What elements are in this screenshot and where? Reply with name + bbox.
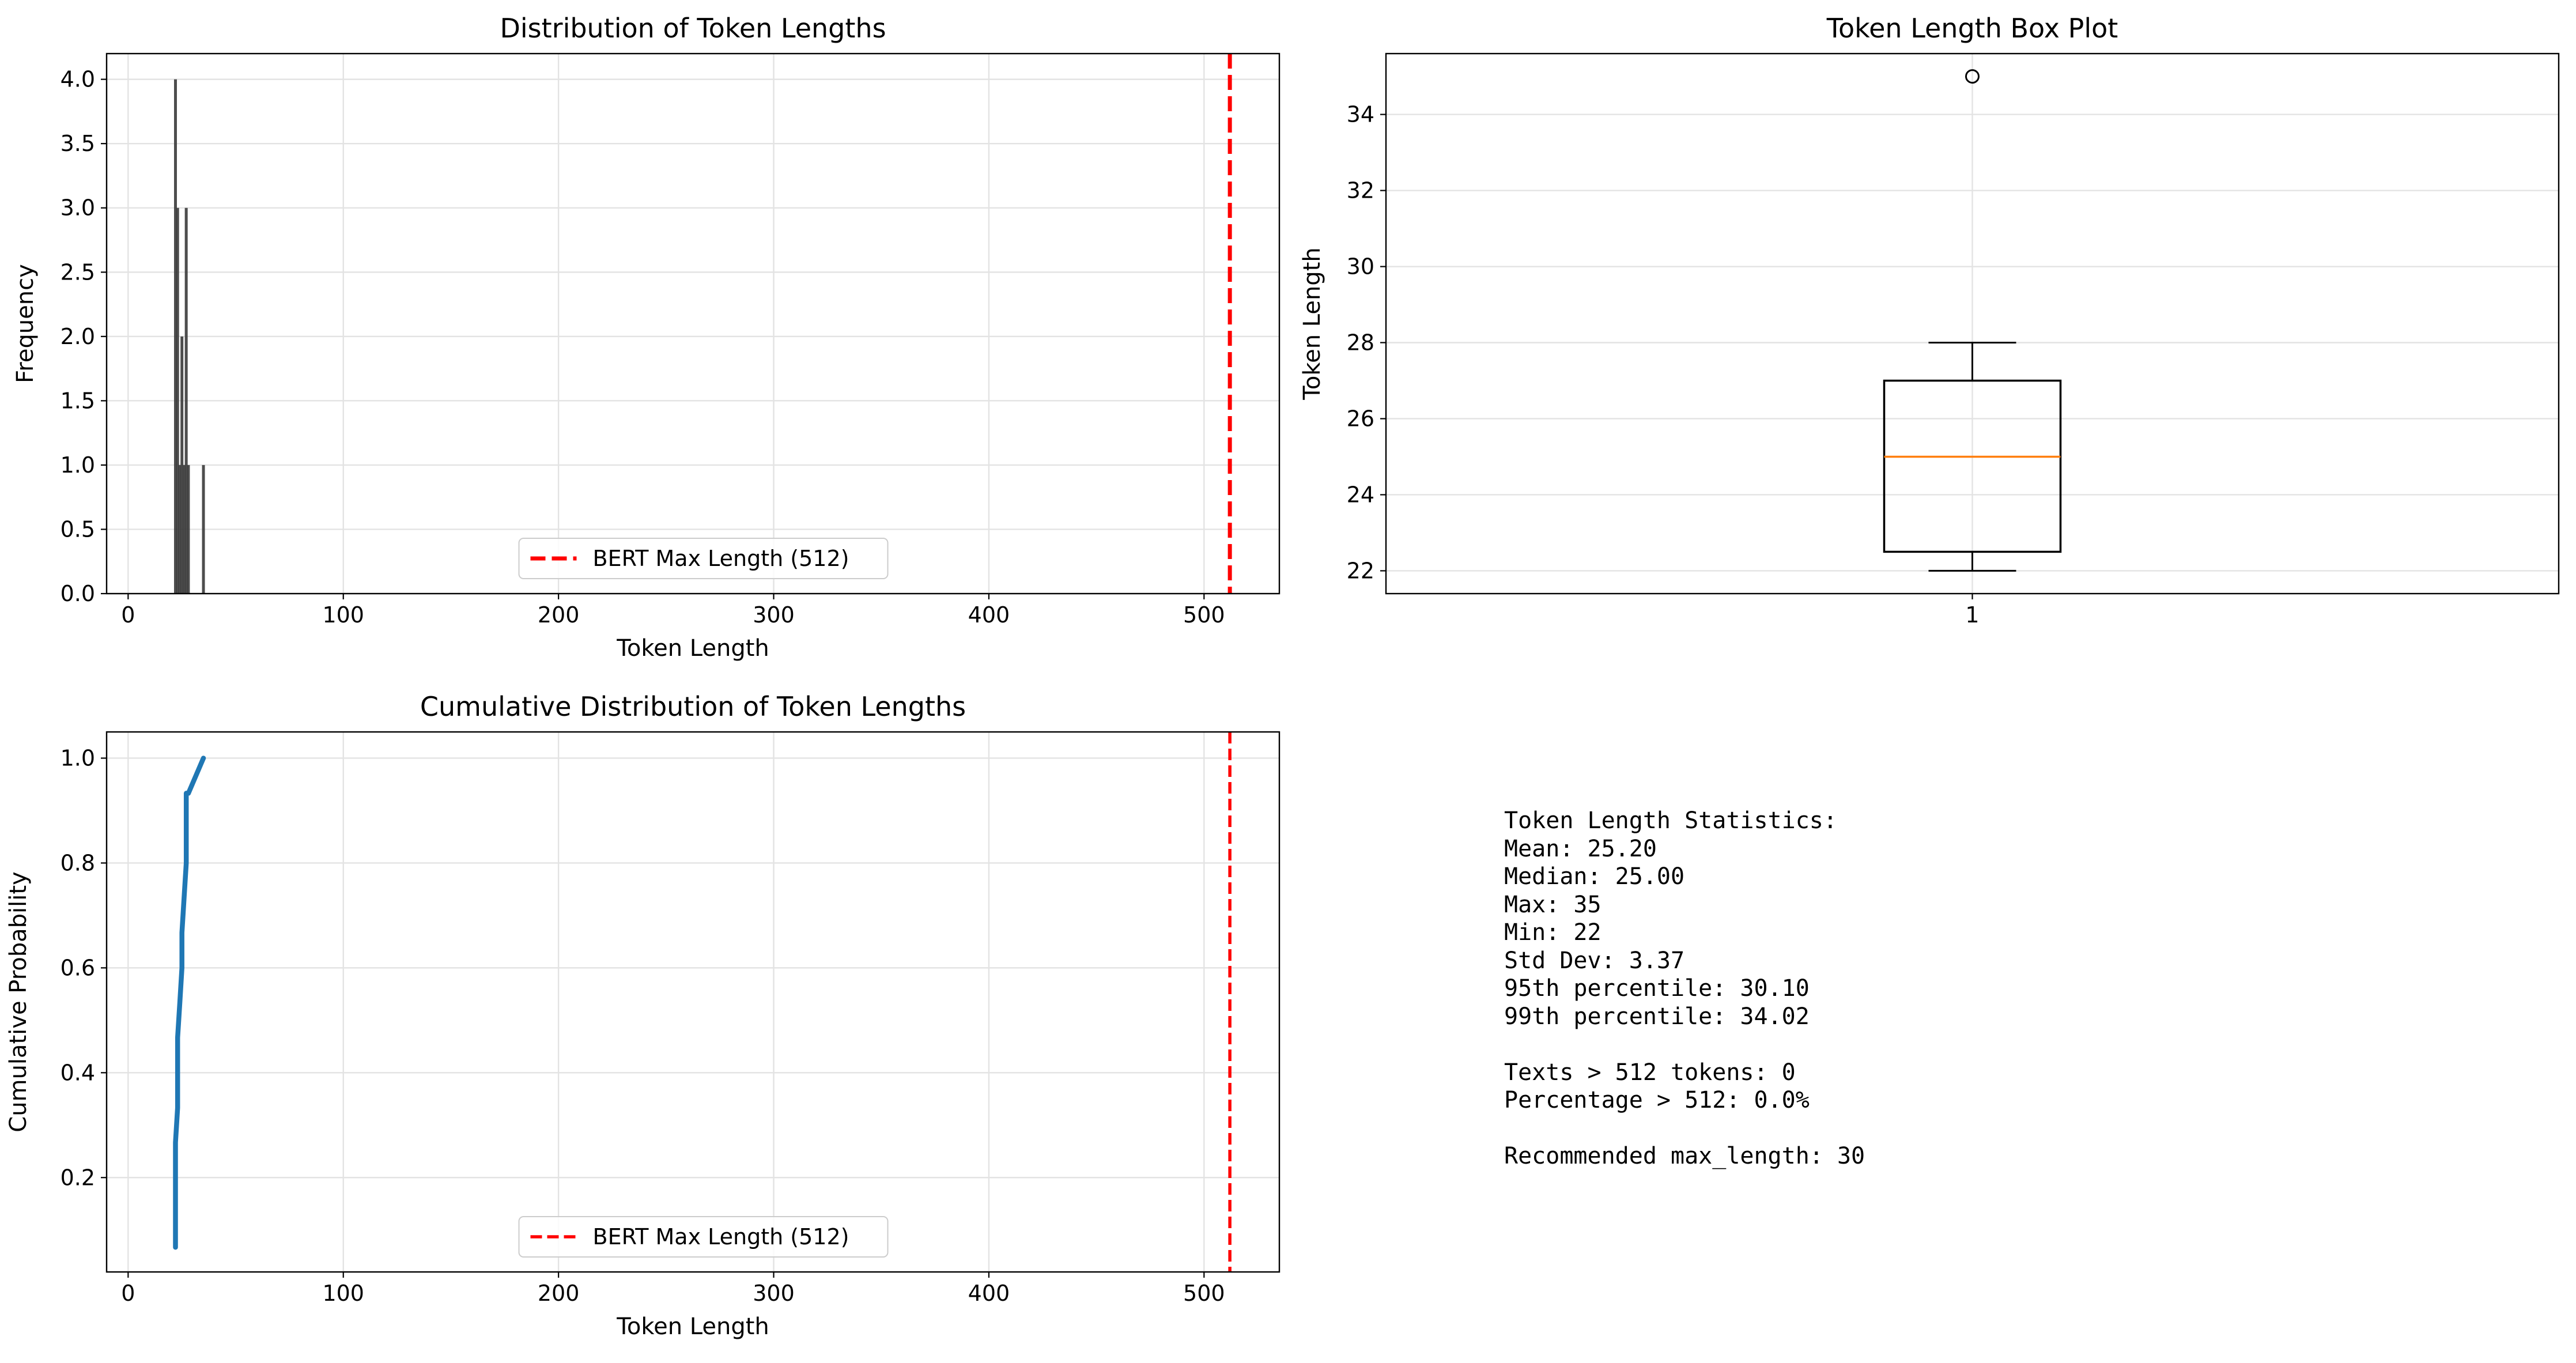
axes-frame [1385, 52, 2560, 595]
histogram-bar [184, 207, 188, 594]
y-axis-label: Cumulative Probability [5, 871, 32, 1132]
x-tick-label: 100 [322, 602, 364, 628]
y-tick-label: 34 [1347, 102, 1374, 127]
legend-box [518, 538, 889, 579]
boxplot-panel: 22 24 26 28 30 32 34 1 Token Length Box Plot Toke… [1299, 13, 2560, 628]
histogram-bar [178, 465, 182, 594]
histogram-panel: 0 100 200 300 400 500 0.0 0.5 1.0 1.5 2.0 2.5 3.0 3.5… [12, 13, 1281, 662]
chart-title: Token Length Box Plot [1826, 13, 2118, 44]
legend-box [518, 1216, 889, 1258]
y-tick-label: 30 [1347, 254, 1374, 280]
y-tick-label: 0.4 [61, 1060, 95, 1085]
histogram-bar [187, 465, 190, 594]
x-tick-label: 300 [753, 602, 795, 628]
y-axis-label: Frequency [12, 264, 39, 383]
chart-title: Cumulative Distribution of Token Lengths [420, 691, 966, 722]
legend-label: BERT Max Length (512) [593, 546, 849, 571]
legend-label: BERT Max Length (512) [593, 1224, 849, 1249]
y-tick-label: 0.6 [61, 955, 95, 980]
x-tick-label: 500 [1183, 602, 1225, 628]
x-tick-label: 100 [322, 1281, 364, 1306]
x-tick-label: 400 [968, 602, 1010, 628]
x-tick-label: 500 [1183, 1281, 1225, 1306]
x-axis-label: Token Length [616, 635, 769, 662]
y-tick-label: 2.0 [61, 324, 95, 349]
histogram-bar [180, 336, 184, 594]
cdf-panel: 0 100 200 300 400 500 0.2 0.4 0.6 0.8 1.0 Cumulativ… [5, 691, 1281, 1340]
y-tick-label: 1.5 [61, 388, 95, 413]
y-tick-label: 3.5 [61, 131, 95, 156]
outlier-point [1965, 69, 1980, 84]
x-tick-label: 300 [753, 1281, 795, 1306]
y-tick-label: 28 [1347, 330, 1374, 355]
y-tick-label: 4.0 [61, 67, 95, 92]
y-tick-label: 1.0 [61, 745, 95, 771]
x-tick-label: 0 [121, 602, 135, 628]
y-tick-label: 0.5 [61, 516, 95, 542]
x-tick-label: 0 [121, 1281, 135, 1306]
y-tick-label: 0.8 [61, 850, 95, 875]
statistics-text: Token Length Statistics: Mean: 25.20 Med… [1504, 807, 1865, 1169]
chart-title: Distribution of Token Lengths [500, 13, 886, 44]
x-tick-label: 400 [968, 1281, 1010, 1306]
histogram-bar [176, 207, 179, 594]
y-tick-label: 26 [1347, 406, 1374, 431]
cdf-line [173, 756, 206, 1250]
axes-frame [105, 52, 1281, 595]
y-tick-label: 3.0 [61, 195, 95, 221]
y-axis-label: Token Length [1299, 247, 1325, 401]
y-tick-label: 22 [1347, 558, 1374, 583]
y-tick-label: 1.0 [61, 452, 95, 478]
x-axis-label: Token Length [616, 1313, 769, 1340]
x-tick-label: 200 [538, 602, 580, 628]
histogram-bar [182, 465, 186, 594]
x-tick-label: 1 [1965, 602, 1979, 628]
y-tick-label: 0.2 [61, 1165, 95, 1190]
histogram-bar [202, 465, 205, 594]
axes-frame [105, 731, 1281, 1273]
x-tick-label: 200 [538, 1281, 580, 1306]
y-tick-label: 32 [1347, 178, 1374, 203]
y-tick-label: 2.5 [61, 259, 95, 285]
y-tick-label: 0.0 [61, 581, 95, 606]
box-iqr [1883, 379, 2062, 553]
histogram-bar [173, 79, 177, 594]
y-tick-label: 24 [1347, 482, 1374, 507]
